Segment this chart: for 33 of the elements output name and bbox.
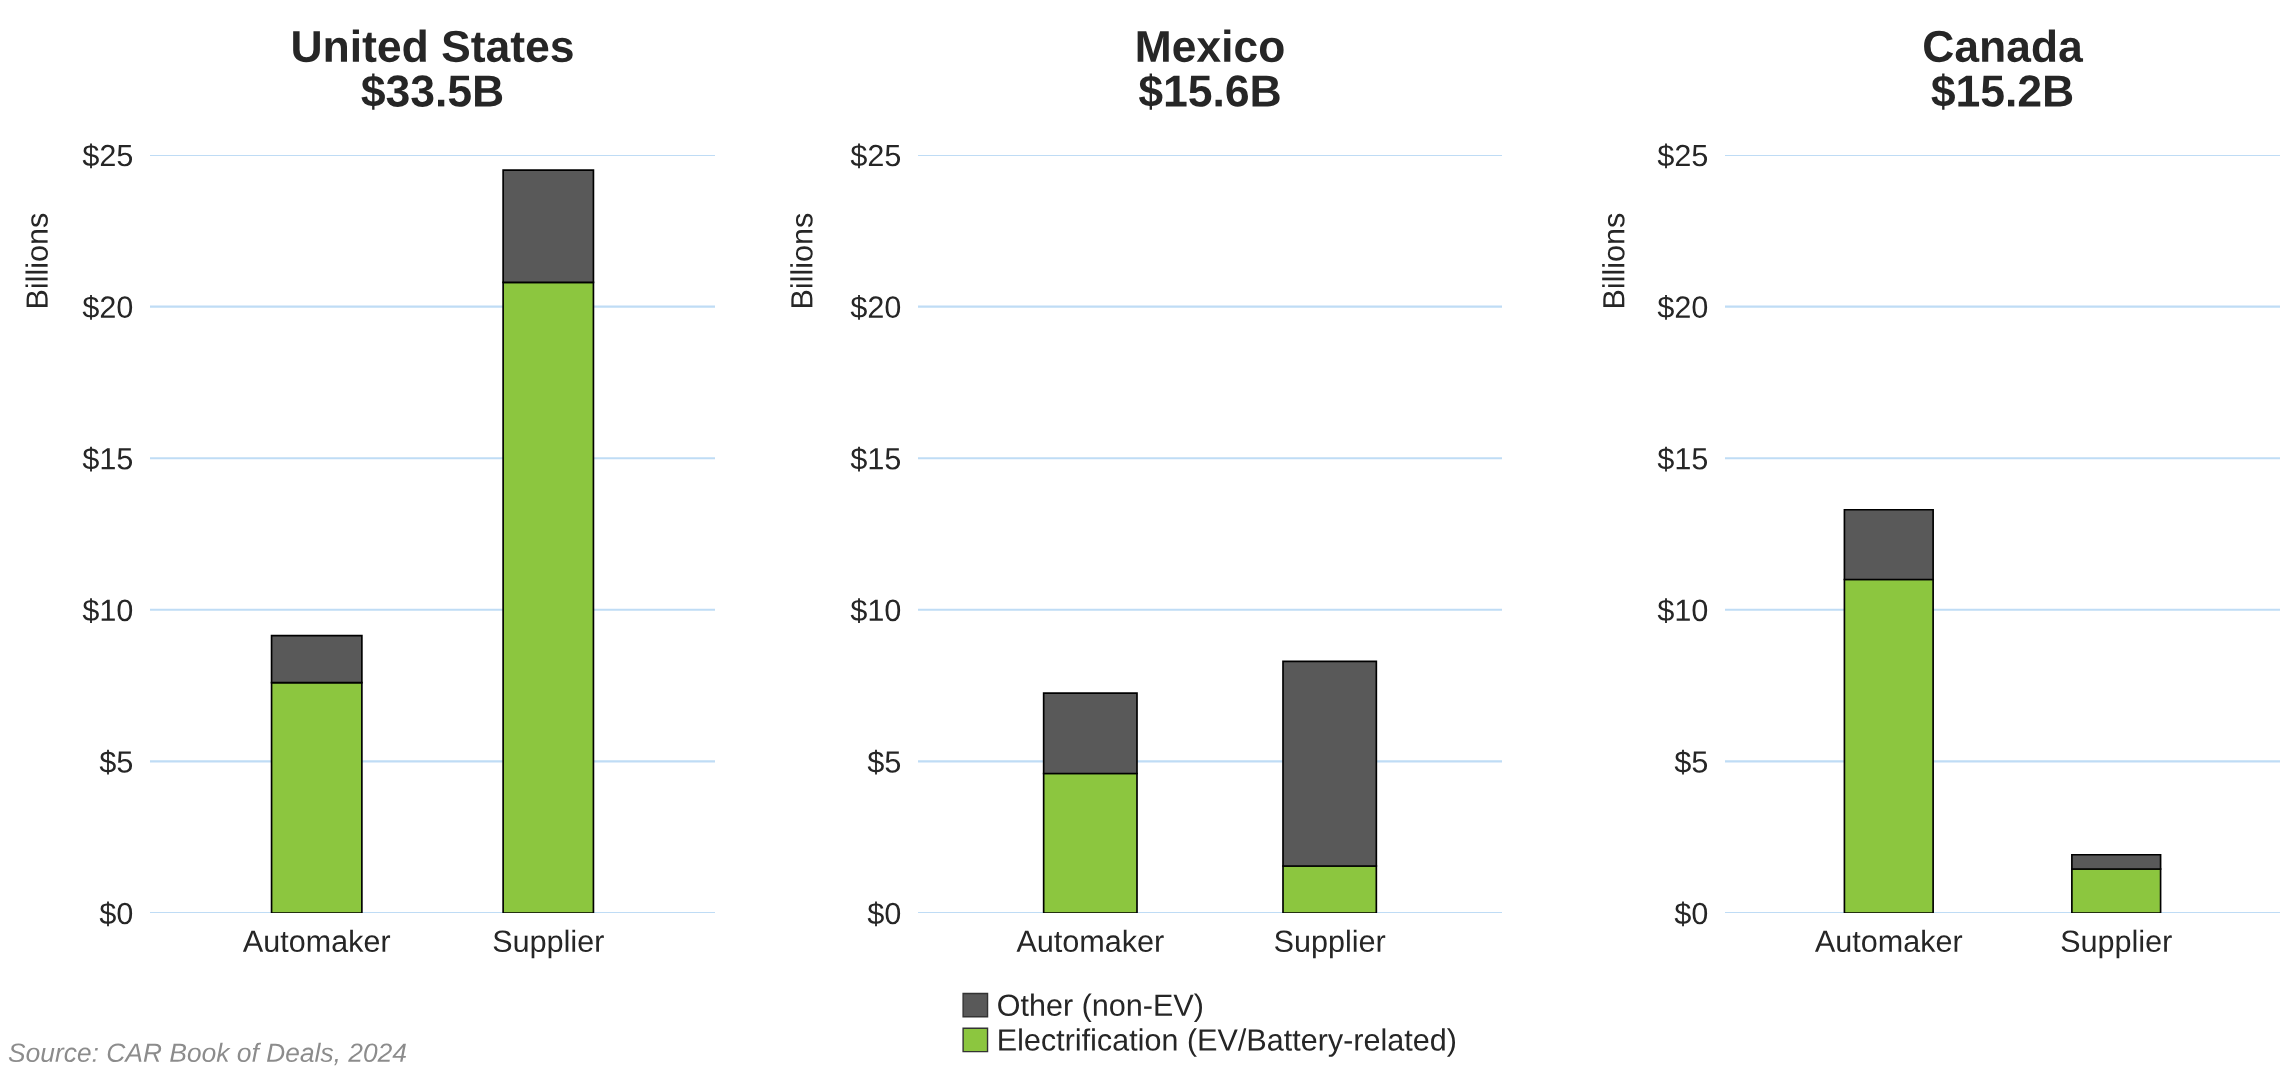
y-axis-title: Billions	[25, 213, 48, 308]
y-tick-label: $20	[1657, 295, 1708, 320]
y-tick-label: $10	[82, 598, 133, 623]
y-tick-label: $15	[850, 446, 901, 472]
x-tick-label: Automaker	[1814, 929, 1963, 953]
y-tick-label: $25	[1657, 143, 1708, 169]
chart-title: United States $33.5B	[293, 29, 573, 110]
y-tick-label: $15	[1657, 446, 1708, 472]
y-tick-label: $20	[82, 295, 133, 320]
y-tick-label: $20	[850, 295, 901, 320]
legend-label: Other (non-EV)	[998, 993, 1202, 1023]
y-tick-label: $10	[1657, 598, 1708, 623]
x-tick-label: Supplier	[493, 929, 604, 959]
chart-title: Canada $15.2B	[1924, 29, 2084, 110]
y-tick-label: $0	[99, 901, 133, 927]
chart-title: Mexico $15.6B	[1137, 29, 1284, 110]
y-axis-title: Billions	[1602, 213, 1625, 308]
x-tick-label: Supplier	[2061, 929, 2172, 959]
y-tick-label: $5	[99, 749, 133, 775]
source-note: Source: CAR Book of Deals, 2024	[8, 1042, 406, 1066]
y-tick-label: $5	[867, 749, 901, 775]
x-tick-label: Automaker	[1016, 929, 1164, 953]
y-tick-label: $5	[1674, 749, 1708, 775]
x-tick-label: Automaker	[242, 929, 391, 953]
y-axis-title: Billions	[790, 213, 813, 308]
y-tick-label: $25	[850, 143, 901, 169]
y-tick-label: $0	[867, 901, 901, 927]
y-tick-label: $25	[82, 143, 133, 169]
y-tick-label: $15	[82, 446, 133, 472]
y-tick-label: $0	[1674, 901, 1708, 927]
legend-label: Electrification (EV/Battery-related)	[999, 1028, 1456, 1057]
x-tick-label: Supplier	[1275, 929, 1386, 959]
y-tick-label: $10	[850, 598, 901, 623]
